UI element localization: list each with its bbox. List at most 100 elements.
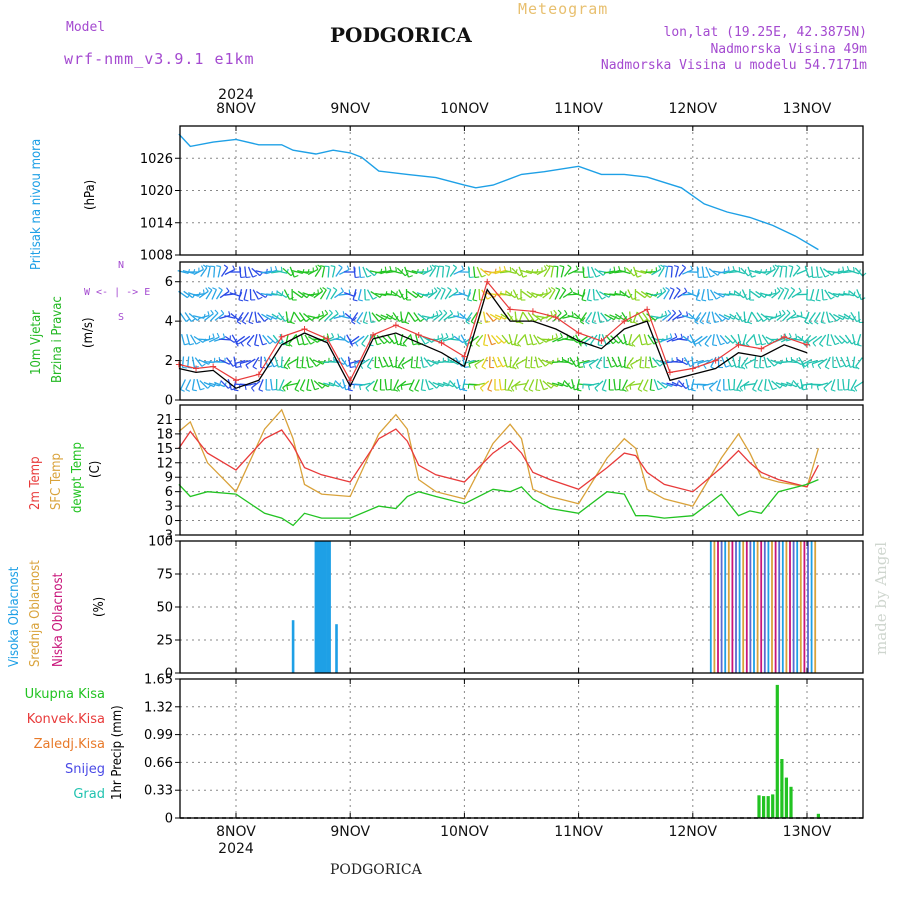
wind-barb <box>186 334 191 345</box>
wind-barb <box>357 289 362 300</box>
y-tick-label: 50 <box>156 601 173 616</box>
wind-barb-flag <box>185 389 191 392</box>
wind-barb-flag <box>788 332 792 338</box>
wind-barb <box>670 266 673 278</box>
wind-barb-flag <box>585 321 590 325</box>
wind-barb-flag <box>195 341 201 345</box>
wind-barb <box>744 358 755 366</box>
wind-barb <box>530 356 533 368</box>
precip-legend-snow: Snijeg <box>65 762 105 777</box>
wind-barb-flag <box>714 320 720 323</box>
wind-barb <box>414 379 420 390</box>
wind-barb-flag <box>474 276 480 279</box>
wind-barb <box>304 334 312 345</box>
wind-gust-marker <box>324 335 331 342</box>
wind-gust-marker <box>392 322 399 329</box>
wind-barb <box>293 312 302 322</box>
wind-barb <box>251 267 261 277</box>
wind-barb-flag <box>641 343 647 346</box>
wind-barb-flag <box>692 342 697 347</box>
wind-barb <box>701 288 705 301</box>
wind-barb-flag <box>331 332 335 338</box>
wind-barb-flag <box>819 343 824 347</box>
wind-barb-flag <box>772 387 777 391</box>
wind-barb <box>764 378 767 391</box>
wind-barb-flag <box>303 343 309 346</box>
wind-barb-flag <box>321 311 325 316</box>
wind-barb <box>810 289 815 300</box>
wind-barb <box>254 333 258 346</box>
wind-barb <box>396 267 406 277</box>
wind-barb <box>209 312 219 322</box>
wind-gust-marker <box>210 363 217 370</box>
wind-barb <box>271 313 282 321</box>
wind-barb-flag <box>233 389 239 392</box>
wind-barb-flag <box>681 264 686 269</box>
wind-barb <box>741 289 748 300</box>
wind-barb-flag <box>840 364 845 368</box>
y-tick-label: -3 <box>160 529 173 544</box>
wind-barb <box>838 335 848 344</box>
wind-barb-flag <box>691 389 696 392</box>
wind-barb <box>503 356 508 368</box>
wind-gust-marker <box>758 345 765 352</box>
year-label-bottom: 2024 <box>218 841 254 857</box>
wind-barb-flag <box>577 363 580 368</box>
wind-barb <box>780 382 792 387</box>
wind-barb <box>261 313 272 321</box>
wind-barb <box>506 312 515 322</box>
wind-barb <box>840 356 847 368</box>
wind-barb <box>815 288 820 301</box>
wind-barb <box>609 269 621 275</box>
wind-barb-flag <box>373 389 378 392</box>
wind-barb <box>855 357 863 367</box>
wind-barb-flag <box>337 333 340 339</box>
wind-barb <box>627 289 634 300</box>
wind-barb <box>535 378 538 391</box>
wind-barb <box>321 266 326 278</box>
wind-barb-flag <box>431 264 436 268</box>
wind-barb-flag <box>324 309 329 314</box>
wind-barb <box>302 292 314 297</box>
wind-barb <box>420 379 424 390</box>
wind-barb <box>799 378 804 391</box>
wind-barb-flag <box>207 384 212 389</box>
wind-barb-flag <box>240 342 244 347</box>
wind-barb-flag <box>515 385 517 390</box>
wind-barb <box>756 312 764 322</box>
wind-barb <box>808 312 816 322</box>
wind-barb-flag <box>443 309 448 314</box>
wind-barb-flag <box>507 389 513 392</box>
wind-barb-flag <box>315 265 319 270</box>
overcast-bar <box>749 541 752 673</box>
wind-barb <box>785 360 797 364</box>
wind-barb <box>557 337 569 342</box>
wind-barb <box>590 266 597 278</box>
wind-barb-flag <box>473 385 476 391</box>
wind-barb <box>219 290 230 299</box>
wind-barb <box>542 290 552 299</box>
wind-barb-flag <box>727 266 730 272</box>
y-tick-label: 75 <box>156 568 173 583</box>
wind-barb <box>552 336 563 343</box>
wind-barb <box>404 311 410 323</box>
wind-barb <box>342 379 347 390</box>
year-label-top: 2024 <box>218 87 254 103</box>
wind-barb-flag <box>280 266 283 272</box>
wind-barb <box>277 312 286 322</box>
wind-barb <box>335 267 343 277</box>
wind-compass-south: S <box>118 312 125 323</box>
wind-barb-flag <box>419 318 425 322</box>
wind-barb <box>254 311 258 323</box>
wind-barb <box>224 335 235 344</box>
wind-barb <box>333 338 345 341</box>
wind-compass-north: N <box>118 260 125 271</box>
wind-barb-flag <box>340 287 344 292</box>
wind-barb <box>520 269 532 275</box>
wind-barb <box>350 312 359 322</box>
overcast-bar <box>763 541 766 673</box>
wind-barb <box>775 381 787 388</box>
wind-barb <box>312 314 324 320</box>
wind-barb-flag <box>499 266 501 272</box>
wind-barb <box>711 334 715 345</box>
